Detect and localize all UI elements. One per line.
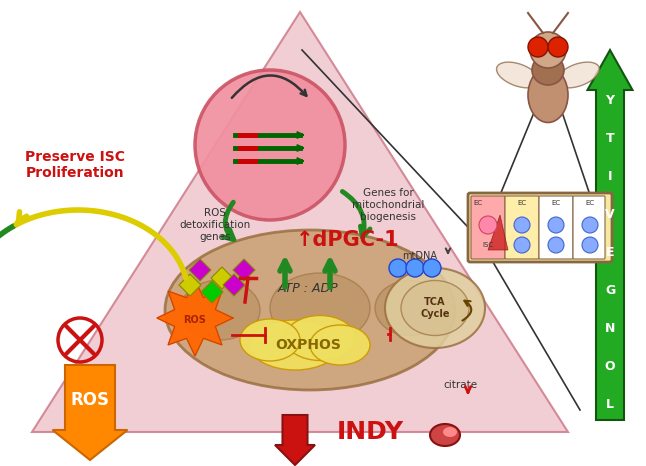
FancyBboxPatch shape: [471, 196, 505, 259]
FancyBboxPatch shape: [505, 196, 539, 259]
Ellipse shape: [310, 325, 370, 365]
Ellipse shape: [532, 55, 564, 85]
Ellipse shape: [401, 281, 469, 336]
Text: citrate: citrate: [443, 380, 477, 390]
Text: EC: EC: [585, 200, 594, 206]
Text: INDY: INDY: [337, 420, 404, 444]
Text: TCA
Cycle: TCA Cycle: [421, 297, 450, 319]
Circle shape: [479, 216, 497, 234]
Ellipse shape: [165, 230, 455, 390]
Text: Y: Y: [605, 95, 614, 108]
Text: G: G: [605, 285, 615, 297]
Text: EC: EC: [474, 200, 483, 206]
FancyBboxPatch shape: [539, 196, 573, 259]
Text: Preserve ISC
Proliferation: Preserve ISC Proliferation: [25, 150, 125, 180]
Polygon shape: [179, 274, 201, 296]
Polygon shape: [211, 267, 233, 289]
Polygon shape: [488, 215, 508, 250]
Ellipse shape: [270, 273, 370, 343]
Text: ROS: ROS: [183, 315, 207, 325]
Ellipse shape: [556, 62, 599, 88]
Text: Genes for
mitochondrial
biogenesis: Genes for mitochondrial biogenesis: [352, 188, 424, 222]
Text: I: I: [608, 171, 612, 184]
FancyBboxPatch shape: [573, 196, 605, 259]
Text: ROS: ROS: [70, 391, 110, 409]
Ellipse shape: [285, 315, 355, 361]
Text: EC: EC: [517, 200, 526, 206]
Ellipse shape: [497, 62, 539, 88]
Text: EC: EC: [552, 200, 561, 206]
Text: E: E: [606, 247, 614, 260]
Circle shape: [406, 259, 424, 277]
Circle shape: [514, 237, 530, 253]
Ellipse shape: [180, 280, 260, 340]
Circle shape: [195, 70, 345, 220]
FancyArrow shape: [587, 50, 632, 420]
Polygon shape: [223, 274, 245, 296]
Text: V: V: [605, 208, 615, 221]
Polygon shape: [32, 12, 568, 432]
Circle shape: [548, 217, 564, 233]
Circle shape: [548, 37, 568, 57]
Polygon shape: [233, 259, 255, 281]
Circle shape: [423, 259, 441, 277]
Ellipse shape: [250, 320, 340, 370]
Circle shape: [514, 217, 530, 233]
Circle shape: [528, 37, 548, 57]
Circle shape: [582, 217, 598, 233]
Text: ATP : ADP: ATP : ADP: [278, 281, 339, 295]
Text: ↑dPGC-1: ↑dPGC-1: [296, 230, 400, 250]
Text: N: N: [605, 322, 615, 336]
Ellipse shape: [443, 427, 457, 437]
Ellipse shape: [430, 424, 460, 446]
FancyArrow shape: [52, 365, 127, 460]
Text: O: O: [605, 361, 615, 374]
Text: T: T: [606, 132, 614, 145]
Ellipse shape: [375, 281, 445, 336]
Circle shape: [530, 32, 566, 68]
Polygon shape: [157, 280, 233, 356]
FancyBboxPatch shape: [468, 193, 612, 262]
Ellipse shape: [385, 268, 485, 348]
Polygon shape: [189, 259, 211, 281]
Circle shape: [548, 237, 564, 253]
Text: ROS
detoxification
genes: ROS detoxification genes: [180, 208, 251, 241]
FancyArrow shape: [275, 415, 315, 465]
Polygon shape: [201, 281, 223, 303]
Ellipse shape: [528, 68, 568, 123]
Text: mtDNA: mtDNA: [402, 251, 437, 261]
Circle shape: [389, 259, 407, 277]
Ellipse shape: [240, 319, 300, 361]
Text: OXPHOS: OXPHOS: [275, 338, 341, 352]
Text: ISC: ISC: [483, 242, 494, 248]
Text: L: L: [606, 398, 614, 411]
Circle shape: [582, 237, 598, 253]
